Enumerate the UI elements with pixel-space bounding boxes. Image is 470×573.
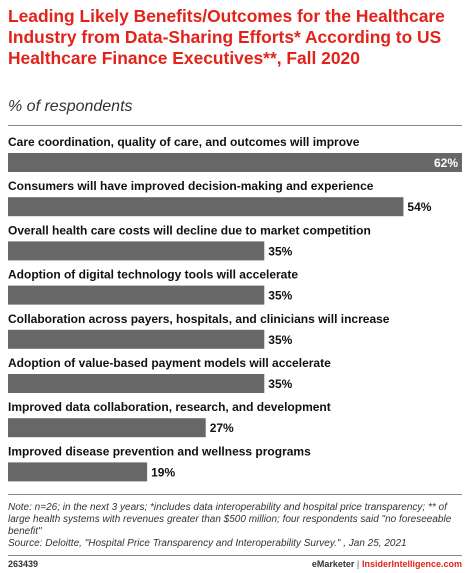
bar bbox=[8, 153, 462, 172]
value-label: 35% bbox=[268, 244, 292, 258]
chart-title: Leading Likely Benefits/Outcomes for the… bbox=[8, 6, 445, 68]
brand-separator: | bbox=[356, 559, 360, 569]
value-label: 35% bbox=[268, 333, 292, 347]
category-label: Adoption of value-based payment models w… bbox=[8, 356, 331, 370]
note-text: Note: n=26; in the next 3 years; *includ… bbox=[8, 502, 452, 537]
category-label: Adoption of digital technology tools wil… bbox=[8, 268, 298, 282]
value-label: 54% bbox=[407, 200, 431, 214]
chart-note: Note: n=26; in the next 3 years; *includ… bbox=[8, 502, 463, 550]
category-label: Improved data collaboration, research, a… bbox=[8, 400, 331, 414]
bar bbox=[8, 329, 265, 349]
bar bbox=[8, 374, 265, 393]
brand-emarketer: eMarketer bbox=[311, 559, 355, 569]
category-label: Improved disease prevention and wellness… bbox=[8, 444, 311, 458]
value-label: 62% bbox=[434, 156, 458, 170]
bar-chart: Care coordination, quality of care, and … bbox=[8, 135, 462, 482]
category-label: Collaboration across payers, hospitals, … bbox=[8, 312, 390, 326]
bar bbox=[8, 285, 265, 305]
chart-id: 263439 bbox=[8, 559, 39, 569]
bar bbox=[8, 418, 206, 438]
category-label: Care coordination, quality of care, and … bbox=[8, 135, 360, 149]
value-label: 35% bbox=[268, 289, 292, 303]
value-label: 19% bbox=[151, 465, 175, 479]
value-label: 27% bbox=[210, 421, 234, 435]
source-text: Source: Deloitte, "Hospital Price Transp… bbox=[8, 538, 407, 549]
bar bbox=[8, 462, 148, 482]
bar bbox=[8, 241, 265, 261]
bottom-divider bbox=[8, 555, 462, 556]
category-label: Consumers will have improved decision-ma… bbox=[8, 179, 374, 193]
chart-subtitle: % of respondents bbox=[8, 98, 133, 115]
category-label: Overall health care costs will decline d… bbox=[8, 223, 371, 237]
brand-credit: eMarketer | InsiderIntelligence.com bbox=[312, 559, 462, 569]
brand-insider-intelligence: InsiderIntelligence.com bbox=[361, 559, 462, 569]
value-label: 35% bbox=[268, 377, 292, 391]
header-divider bbox=[8, 125, 462, 126]
bar bbox=[8, 197, 404, 217]
footer-divider bbox=[8, 494, 462, 495]
